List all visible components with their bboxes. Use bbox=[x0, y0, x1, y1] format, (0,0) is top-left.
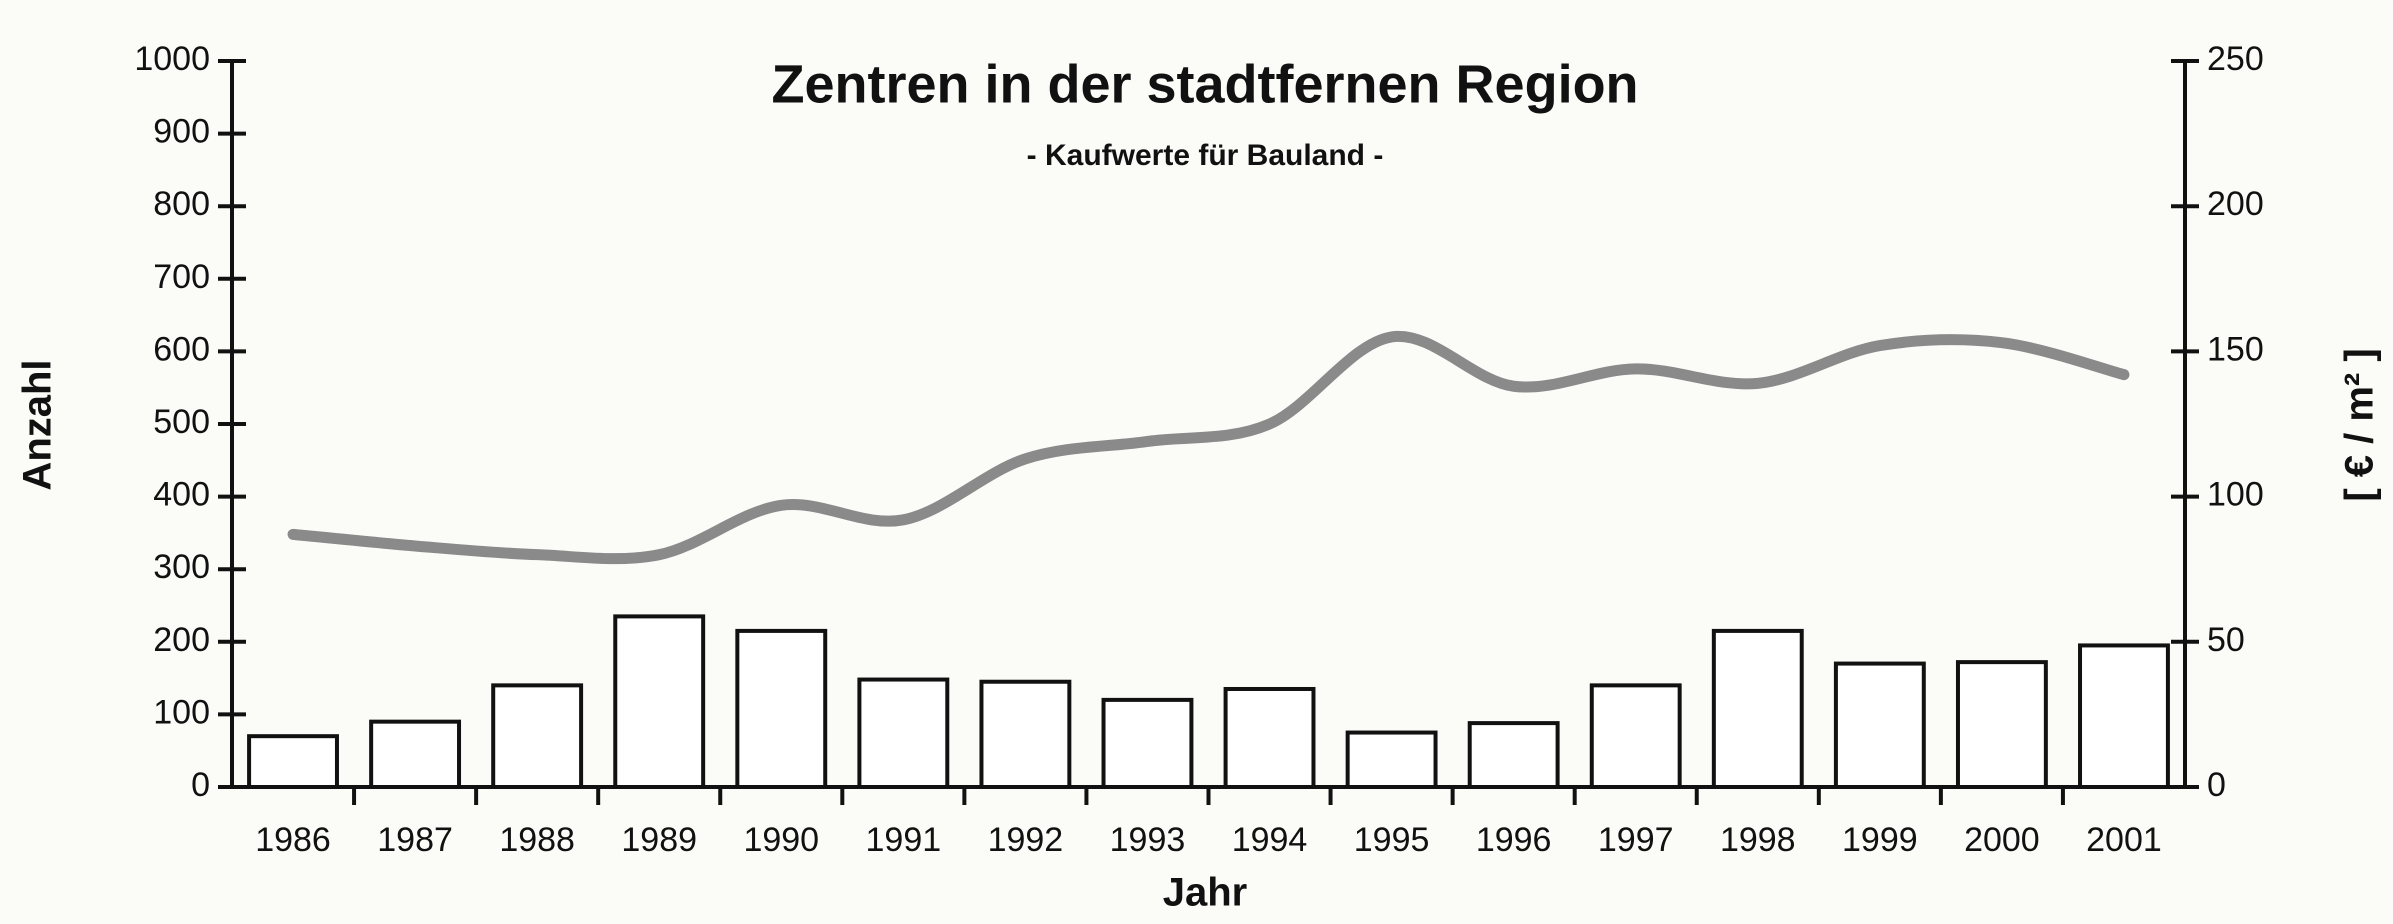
x-tick-label: 1994 bbox=[1232, 821, 1308, 859]
y2-tick-label: 150 bbox=[2207, 330, 2264, 368]
x-tick-label: 2000 bbox=[1964, 821, 2040, 859]
bar bbox=[1711, 628, 1804, 789]
bar bbox=[857, 677, 950, 789]
bar bbox=[979, 679, 1072, 789]
x-axis-label: Jahr bbox=[1163, 871, 1248, 915]
x-tick-label: 1986 bbox=[255, 821, 331, 859]
y-tick-label: 500 bbox=[153, 403, 210, 441]
y2-tick-label: 50 bbox=[2207, 621, 2245, 659]
x-tick-label: 1995 bbox=[1354, 821, 1430, 859]
x-tick-label: 1988 bbox=[499, 821, 575, 859]
bar bbox=[613, 614, 706, 790]
bar bbox=[1467, 721, 1560, 789]
x-tick-label: 2001 bbox=[2086, 821, 2162, 859]
x-tick-label: 1998 bbox=[1720, 821, 1796, 859]
bar bbox=[1101, 697, 1194, 790]
y-tick-label: 600 bbox=[153, 330, 210, 368]
y-tick-label: 0 bbox=[191, 766, 210, 804]
y-tick-label: 300 bbox=[153, 548, 210, 586]
x-tick-label: 1991 bbox=[866, 821, 942, 859]
y-tick-label: 700 bbox=[153, 258, 210, 296]
bar bbox=[247, 734, 339, 789]
y2-axis-label: [ € / m² ] bbox=[2338, 348, 2382, 501]
line bbox=[287, 330, 2130, 565]
bar bbox=[735, 628, 828, 789]
chart-title: Zentren in der stadtfernen Region bbox=[771, 54, 1638, 114]
chart-subtitle: - Kaufwerte für Bauland - bbox=[1027, 139, 1384, 172]
bar bbox=[491, 683, 584, 789]
y-tick-label: 100 bbox=[153, 693, 210, 731]
bar bbox=[1345, 730, 1438, 789]
bar bbox=[1223, 686, 1316, 789]
y-tick-label: 1000 bbox=[134, 40, 210, 78]
y-tick-label: 400 bbox=[153, 476, 210, 514]
y2-tick-label: 100 bbox=[2207, 476, 2264, 514]
y-axis-label: Anzahl bbox=[16, 359, 60, 490]
x-tick-label: 1997 bbox=[1598, 821, 1674, 859]
x-tick-label: 1989 bbox=[621, 821, 697, 859]
bar bbox=[1589, 683, 1682, 789]
bar bbox=[2078, 643, 2170, 789]
y-tick-label: 800 bbox=[153, 185, 210, 223]
x-tick-label: 1993 bbox=[1110, 821, 1186, 859]
y2-tick-label: 250 bbox=[2207, 40, 2264, 78]
bar bbox=[1833, 661, 1926, 790]
x-tick-label: 1999 bbox=[1842, 821, 1918, 859]
x-tick-label: 1996 bbox=[1476, 821, 1552, 859]
x-tick-label: 1990 bbox=[743, 821, 819, 859]
y-tick-label: 200 bbox=[153, 621, 210, 659]
bar bbox=[369, 719, 462, 789]
y2-tick-label: 200 bbox=[2207, 185, 2264, 223]
y2-tick-label: 0 bbox=[2207, 766, 2226, 804]
x-tick-label: 1992 bbox=[988, 821, 1064, 859]
y-tick-label: 900 bbox=[153, 113, 210, 151]
x-tick-label: 1987 bbox=[377, 821, 453, 859]
bar bbox=[1955, 660, 2048, 789]
